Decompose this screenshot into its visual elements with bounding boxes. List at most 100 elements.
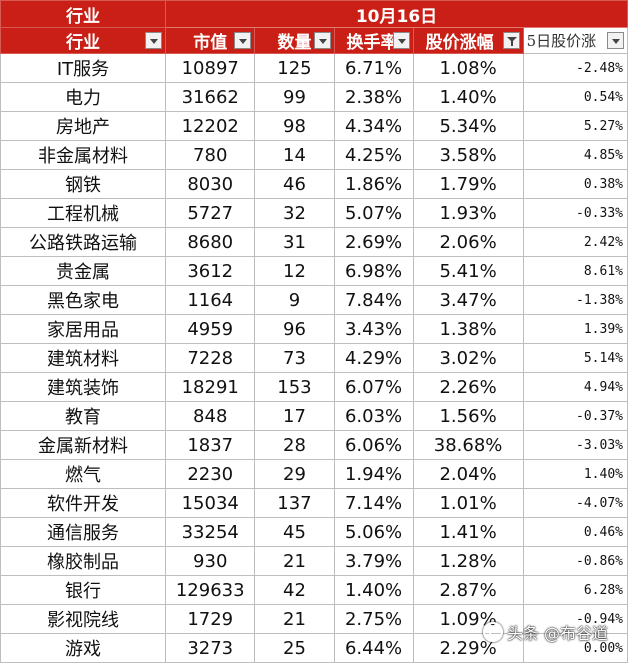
table-cell[interactable]: 1.39%	[522, 314, 628, 344]
table-cell[interactable]: 2.26%	[412, 372, 524, 402]
table-cell[interactable]: 3.58%	[412, 140, 524, 170]
table-cell[interactable]: 33254	[165, 517, 256, 547]
table-cell[interactable]: 6.98%	[333, 256, 414, 286]
table-cell[interactable]: 2.42%	[522, 227, 628, 257]
table-cell[interactable]: 780	[165, 140, 256, 170]
table-cell[interactable]: 燃气	[0, 459, 167, 489]
table-cell[interactable]: 4959	[165, 314, 256, 344]
table-cell[interactable]: 2.75%	[333, 604, 414, 634]
table-cell[interactable]: 38.68%	[412, 430, 524, 460]
table-cell[interactable]: 125	[254, 53, 335, 83]
table-cell[interactable]: 4.85%	[522, 140, 628, 170]
table-cell[interactable]: 非金属材料	[0, 140, 167, 170]
table-cell[interactable]: -0.86%	[522, 546, 628, 576]
table-cell[interactable]: 930	[165, 546, 256, 576]
table-cell[interactable]: 1.94%	[333, 459, 414, 489]
table-cell[interactable]: 7.84%	[333, 285, 414, 315]
table-cell[interactable]: 8030	[165, 169, 256, 199]
table-cell[interactable]: 3.47%	[412, 285, 524, 315]
table-cell[interactable]: 5.41%	[412, 256, 524, 286]
table-cell[interactable]: 2.06%	[412, 227, 524, 257]
table-cell[interactable]: 848	[165, 401, 256, 431]
table-cell[interactable]: 0.46%	[522, 517, 628, 547]
table-cell[interactable]: 4.29%	[333, 343, 414, 373]
table-cell[interactable]: 3273	[165, 633, 256, 663]
table-cell[interactable]: 影视院线	[0, 604, 167, 634]
table-cell[interactable]: 房地产	[0, 111, 167, 141]
table-cell[interactable]: 46	[254, 169, 335, 199]
filter-dropdown-icon[interactable]	[392, 32, 410, 49]
table-cell[interactable]: 14	[254, 140, 335, 170]
filter-dropdown-icon[interactable]	[234, 32, 252, 49]
table-cell[interactable]: 1.01%	[412, 488, 524, 518]
table-cell[interactable]: 137	[254, 488, 335, 518]
table-cell[interactable]: 0.38%	[522, 169, 628, 199]
filter-active-icon[interactable]	[502, 32, 520, 49]
table-cell[interactable]: 98	[254, 111, 335, 141]
table-cell[interactable]: 99	[254, 82, 335, 112]
table-cell[interactable]: 1.08%	[412, 53, 524, 83]
table-cell[interactable]: 29	[254, 459, 335, 489]
table-cell[interactable]: 1837	[165, 430, 256, 460]
table-cell[interactable]: 工程机械	[0, 198, 167, 228]
table-cell[interactable]: 15034	[165, 488, 256, 518]
table-cell[interactable]: 1.40%	[412, 82, 524, 112]
table-cell[interactable]: 软件开发	[0, 488, 167, 518]
table-cell[interactable]: 橡胶制品	[0, 546, 167, 576]
table-cell[interactable]: 10897	[165, 53, 256, 83]
table-cell[interactable]: 3.43%	[333, 314, 414, 344]
table-cell[interactable]: 153	[254, 372, 335, 402]
table-cell[interactable]: 1.40%	[522, 459, 628, 489]
table-cell[interactable]: 28	[254, 430, 335, 460]
table-cell[interactable]: 2.04%	[412, 459, 524, 489]
table-cell[interactable]: 5727	[165, 198, 256, 228]
table-cell[interactable]: 黑色家电	[0, 285, 167, 315]
table-cell[interactable]: 6.28%	[522, 575, 628, 605]
table-cell[interactable]: 9	[254, 285, 335, 315]
table-cell[interactable]: 4.25%	[333, 140, 414, 170]
table-cell[interactable]: 3612	[165, 256, 256, 286]
filter-dropdown-icon[interactable]	[145, 32, 163, 49]
table-cell[interactable]: 1729	[165, 604, 256, 634]
table-cell[interactable]: 5.27%	[522, 111, 628, 141]
table-cell[interactable]: 1.38%	[412, 314, 524, 344]
table-cell[interactable]: 12202	[165, 111, 256, 141]
table-cell[interactable]: 1164	[165, 285, 256, 315]
table-cell[interactable]: 5.34%	[412, 111, 524, 141]
table-cell[interactable]: 1.28%	[412, 546, 524, 576]
table-cell[interactable]: 129633	[165, 575, 256, 605]
table-cell[interactable]: 1.40%	[333, 575, 414, 605]
table-cell[interactable]: 贵金属	[0, 256, 167, 286]
table-cell[interactable]: 31662	[165, 82, 256, 112]
table-cell[interactable]: 2.29%	[412, 633, 524, 663]
table-cell[interactable]: 1.79%	[412, 169, 524, 199]
table-cell[interactable]: 7.14%	[333, 488, 414, 518]
table-cell[interactable]: 4.34%	[333, 111, 414, 141]
table-cell[interactable]: 2.38%	[333, 82, 414, 112]
table-cell[interactable]: 5.07%	[333, 198, 414, 228]
table-cell[interactable]: 建筑材料	[0, 343, 167, 373]
table-cell[interactable]: 1.93%	[412, 198, 524, 228]
table-cell[interactable]: 42	[254, 575, 335, 605]
table-cell[interactable]: 17	[254, 401, 335, 431]
table-cell[interactable]: 6.06%	[333, 430, 414, 460]
table-cell[interactable]: 32	[254, 198, 335, 228]
table-cell[interactable]: 电力	[0, 82, 167, 112]
table-cell[interactable]: 21	[254, 546, 335, 576]
table-cell[interactable]: 7228	[165, 343, 256, 373]
table-cell[interactable]: -0.94%	[522, 604, 628, 634]
table-cell[interactable]: 2.69%	[333, 227, 414, 257]
table-cell[interactable]: 21	[254, 604, 335, 634]
table-cell[interactable]: 31	[254, 227, 335, 257]
table-cell[interactable]: 12	[254, 256, 335, 286]
table-cell[interactable]: 家居用品	[0, 314, 167, 344]
table-cell[interactable]: 建筑装饰	[0, 372, 167, 402]
table-cell[interactable]: -1.38%	[522, 285, 628, 315]
table-cell[interactable]: -3.03%	[522, 430, 628, 460]
table-cell[interactable]: 教育	[0, 401, 167, 431]
table-cell[interactable]: 4.94%	[522, 372, 628, 402]
table-cell[interactable]: 2.87%	[412, 575, 524, 605]
table-cell[interactable]: -0.37%	[522, 401, 628, 431]
table-cell[interactable]: 6.44%	[333, 633, 414, 663]
table-cell[interactable]: 25	[254, 633, 335, 663]
